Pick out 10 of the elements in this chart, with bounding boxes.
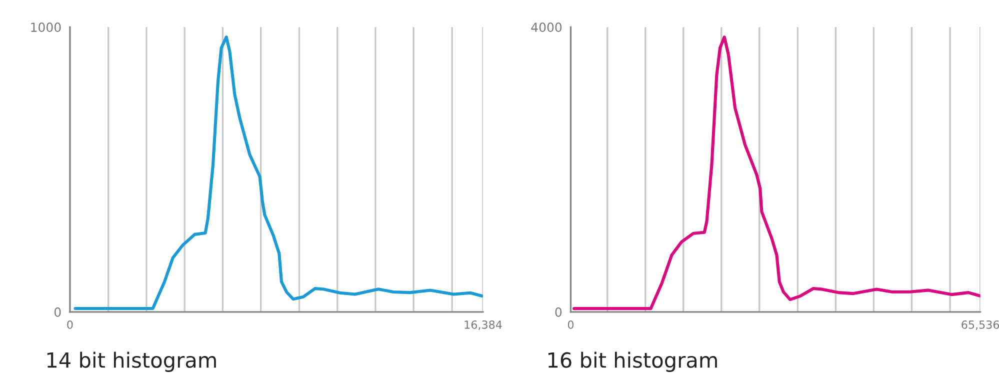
x-tick-label: 0 (568, 320, 574, 329)
line-series (572, 36, 980, 310)
x-axis-title: 14 bit histogram (47, 352, 216, 372)
x-tick-label: 16,384 (464, 320, 502, 330)
x-tick-label: 65,536 (962, 320, 999, 330)
y-tick-label: 4000 (531, 22, 562, 32)
x-tick-label: 0 (67, 320, 73, 329)
x-axis-title: 16 bit histogram (548, 352, 717, 372)
line-series (74, 36, 484, 310)
y-tick-label: 1000 (31, 22, 61, 32)
